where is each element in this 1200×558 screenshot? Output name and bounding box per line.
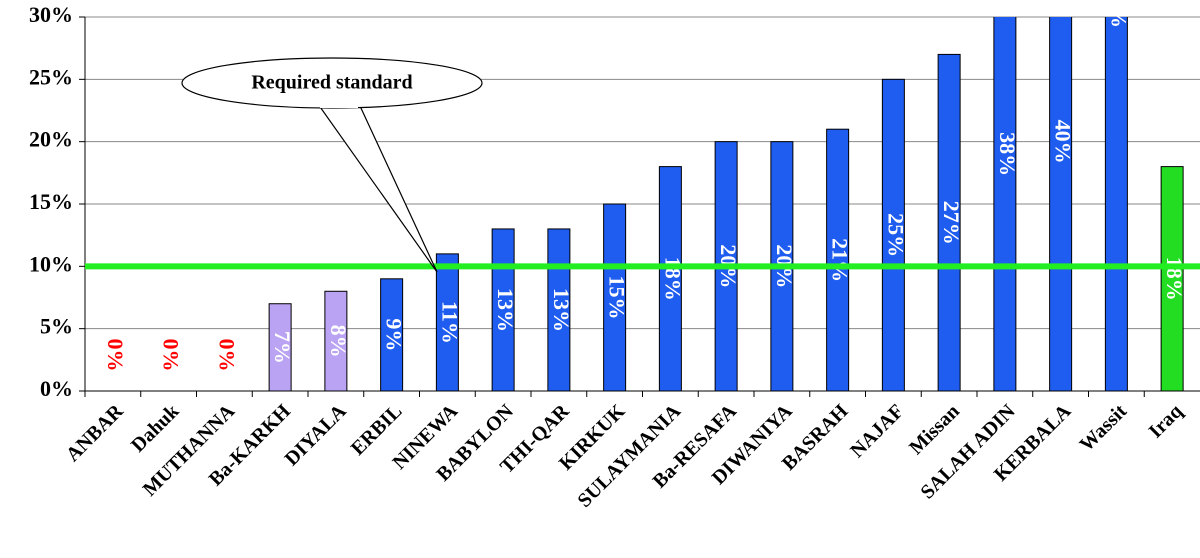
value-label: 38% bbox=[995, 132, 1020, 176]
value-label: 7% bbox=[270, 331, 295, 364]
value-label: 8% bbox=[326, 325, 351, 358]
value-label: 25% bbox=[883, 213, 908, 257]
value-label: % bbox=[1106, 6, 1131, 28]
value-label: 13% bbox=[549, 288, 574, 332]
value-label: 13% bbox=[493, 288, 518, 332]
y-tick-label: 30% bbox=[29, 2, 73, 27]
x-tick-label: Iraq bbox=[1145, 400, 1187, 442]
bar bbox=[1160, 166, 1184, 391]
value-label: 0% bbox=[159, 339, 184, 372]
y-tick-label: 10% bbox=[29, 251, 73, 276]
bar bbox=[547, 228, 571, 391]
callout-seam bbox=[320, 100, 358, 108]
y-tick-label: 25% bbox=[29, 64, 73, 89]
y-tick-label: 0% bbox=[40, 376, 73, 401]
value-label: 0% bbox=[103, 339, 128, 372]
callout-pointer bbox=[316, 103, 438, 273]
bar bbox=[491, 228, 515, 391]
x-tick-label: ANBAR bbox=[62, 400, 128, 466]
bar bbox=[1049, 17, 1073, 391]
bar bbox=[435, 253, 459, 391]
bar bbox=[268, 303, 292, 391]
y-tick-label: 20% bbox=[29, 127, 73, 152]
y-tick-label: 15% bbox=[29, 189, 73, 214]
bar bbox=[380, 278, 404, 391]
callout-text: Required standard bbox=[251, 72, 412, 94]
x-tick-label: Wassit bbox=[1076, 400, 1132, 456]
bar bbox=[324, 290, 348, 391]
x-tick-label: DIYALA bbox=[281, 400, 351, 470]
bar bbox=[1104, 17, 1128, 391]
bar bbox=[826, 128, 850, 391]
value-label: 0% bbox=[214, 339, 239, 372]
bar bbox=[881, 78, 905, 391]
bar bbox=[603, 203, 627, 391]
value-label: 27% bbox=[939, 201, 964, 245]
value-label: 11% bbox=[437, 301, 462, 344]
bar bbox=[937, 53, 961, 391]
value-label: 21% bbox=[828, 238, 853, 282]
value-label: 15% bbox=[605, 276, 630, 320]
value-label: 9% bbox=[382, 318, 407, 351]
value-label: 40% bbox=[1051, 120, 1076, 164]
bar bbox=[993, 17, 1017, 391]
bar bbox=[658, 166, 682, 391]
y-tick-label: 5% bbox=[40, 314, 73, 339]
x-tick-label: NAJAF bbox=[846, 400, 908, 462]
